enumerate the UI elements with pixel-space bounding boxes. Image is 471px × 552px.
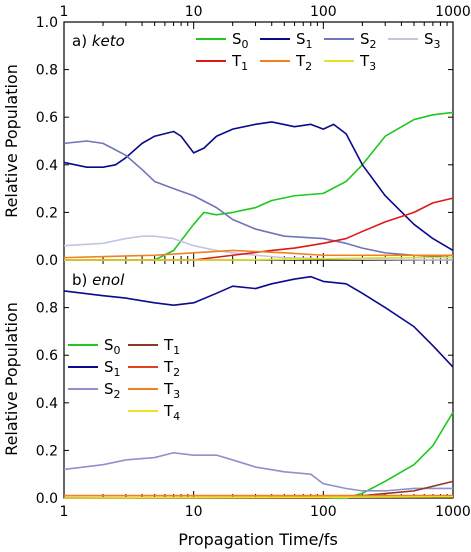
x-axis-title: Propagation Time/fs bbox=[178, 530, 338, 549]
x-tick-label: 1 bbox=[60, 504, 69, 520]
y-tick-label: 0.8 bbox=[36, 63, 58, 79]
series-line-s2 bbox=[63, 451, 453, 492]
x-tick-label: 10 bbox=[185, 504, 203, 520]
y-tick-label: 0.6 bbox=[36, 348, 58, 364]
y-tick-label: 1.0 bbox=[36, 15, 58, 31]
series-line-t3 bbox=[64, 256, 453, 261]
x-tick-label: 100 bbox=[310, 504, 337, 520]
panel-a-frame bbox=[63, 21, 454, 261]
legend-label-t3: T3 bbox=[359, 52, 376, 73]
y-tick-label: 0.4 bbox=[36, 396, 58, 412]
y-tick-label: 0.2 bbox=[36, 443, 58, 459]
series-line-s1 bbox=[63, 275, 454, 368]
legend-label-t3: T3 bbox=[163, 380, 180, 401]
legend-label-t1: T1 bbox=[231, 52, 248, 73]
series-line-s0 bbox=[64, 111, 454, 261]
series-line-t2 bbox=[63, 249, 453, 259]
x-tick-label: 1000 bbox=[435, 4, 471, 20]
series-line-t1 bbox=[64, 197, 454, 261]
legend-label-s0: S0 bbox=[104, 336, 121, 357]
panel-b-label: b) enol bbox=[72, 271, 125, 289]
series-line-s1 bbox=[63, 121, 454, 252]
series-line-s3 bbox=[63, 235, 454, 261]
legend-label-s1: S1 bbox=[296, 30, 313, 51]
y-axis-title-b: Relative Population bbox=[2, 302, 21, 456]
legend-label-s0: S0 bbox=[232, 30, 249, 51]
panel-a-label: a) keto bbox=[72, 32, 125, 50]
series-line-s0 bbox=[64, 411, 454, 499]
x-tick-label: 100 bbox=[310, 4, 337, 20]
y-tick-label: 0.2 bbox=[36, 205, 58, 221]
y-tick-label: 0.0 bbox=[36, 491, 58, 507]
y-tick-label: 0.8 bbox=[36, 301, 58, 317]
x-tick-label: 10 bbox=[185, 4, 203, 20]
y-axis-title-a: Relative Population bbox=[2, 64, 21, 218]
y-tick-label: 0.0 bbox=[36, 253, 58, 269]
legend-label-s2: S2 bbox=[104, 380, 121, 401]
x-tick-label: 1 bbox=[60, 4, 69, 20]
legend-label-s3: S3 bbox=[424, 30, 441, 51]
legend-label-s1: S1 bbox=[104, 358, 121, 379]
legend-label-s2: S2 bbox=[360, 30, 377, 51]
x-tick-label: 1000 bbox=[435, 504, 471, 520]
legend-label-t2: T2 bbox=[163, 358, 180, 379]
panel-b-frame bbox=[63, 259, 454, 499]
series-line-t4 bbox=[63, 496, 454, 499]
y-tick-label: 0.4 bbox=[36, 158, 58, 174]
legend-label-t1: T1 bbox=[163, 336, 180, 357]
legend-label-t4: T4 bbox=[163, 402, 180, 423]
legend-label-t2: T2 bbox=[295, 52, 312, 73]
series-line-s2 bbox=[63, 140, 454, 259]
y-tick-label: 0.6 bbox=[36, 110, 58, 126]
